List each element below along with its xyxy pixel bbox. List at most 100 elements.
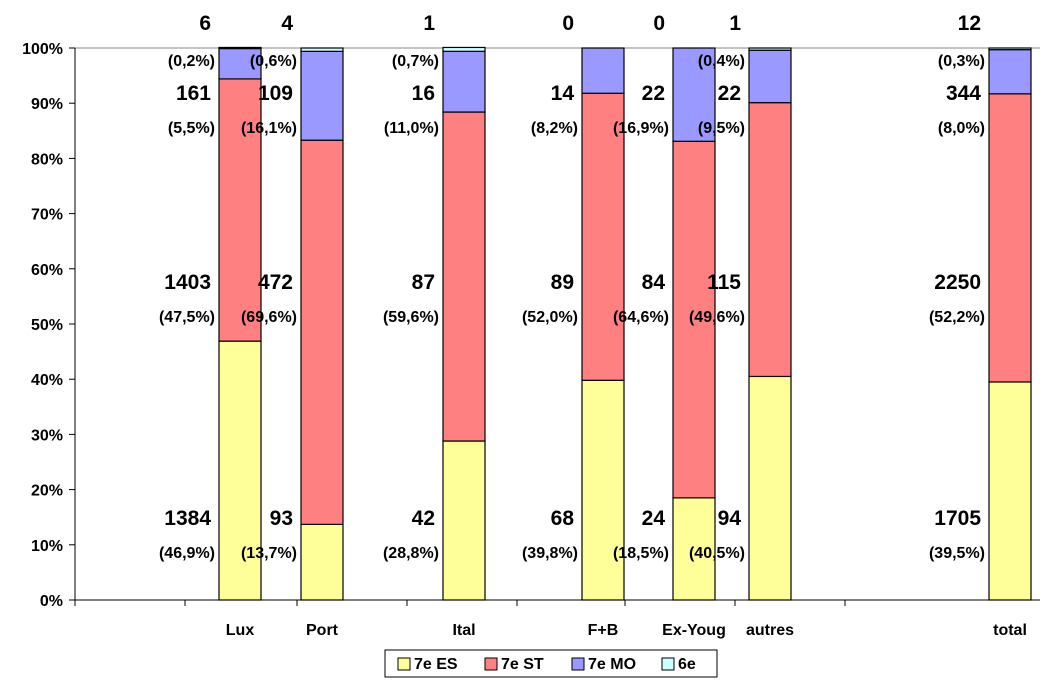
bar-segment xyxy=(748,47,792,51)
count-label: 84 xyxy=(642,271,666,294)
percent-label: (18,5%) xyxy=(613,545,669,562)
data-labels: 1384(46,9%)1403(47,5%)161(5,5%)6(0,2%)93… xyxy=(159,12,985,562)
percent-label: (40,5%) xyxy=(689,545,745,562)
bar-segment xyxy=(581,379,625,601)
bar-segment xyxy=(442,440,486,601)
legend: 7e ES 7e ST 7e MO 6e xyxy=(384,649,718,678)
legend-label: 6e xyxy=(678,656,696,673)
y-tick-label: 30% xyxy=(31,427,63,444)
bar-segment xyxy=(218,340,262,601)
bar-segment xyxy=(300,139,344,525)
count-label: 24 xyxy=(642,507,666,530)
legend-label: 7e ES xyxy=(414,656,458,673)
x-category-label: Lux xyxy=(226,622,255,639)
y-tick-label: 100% xyxy=(22,41,63,58)
bar-segment xyxy=(672,140,716,499)
bar-segment xyxy=(218,78,262,342)
percent-label: (39,5%) xyxy=(929,545,985,562)
percent-label: (13,7%) xyxy=(241,545,297,562)
x-category-label: Ex-Youg xyxy=(662,622,726,639)
y-tick-label: 0% xyxy=(40,593,63,610)
count-label: 68 xyxy=(551,507,575,530)
y-tick-label: 10% xyxy=(31,538,63,555)
count-label: 115 xyxy=(707,271,741,294)
percent-label: (64,6%) xyxy=(613,309,669,326)
percent-label: (52,0%) xyxy=(522,309,578,326)
legend-swatch xyxy=(571,657,585,671)
bar-segment xyxy=(300,47,344,52)
count-label: 1 xyxy=(729,12,741,35)
y-tick-label: 20% xyxy=(31,483,63,500)
bar-segment xyxy=(748,375,792,601)
bar-segment xyxy=(672,497,716,601)
percent-label: (0,7%) xyxy=(392,53,439,70)
legend-swatch xyxy=(397,657,411,671)
percent-label: (8,0%) xyxy=(938,120,985,137)
percent-label: (39,8%) xyxy=(522,545,578,562)
count-label: 42 xyxy=(412,507,435,530)
x-category-label: total xyxy=(993,622,1027,639)
count-label: 161 xyxy=(176,82,211,105)
percent-label: (49,6%) xyxy=(689,309,745,326)
bar-segment xyxy=(988,47,1032,51)
percent-label: (46,9%) xyxy=(159,545,215,562)
count-label: 1403 xyxy=(164,271,211,294)
x-category-label: Port xyxy=(306,622,339,639)
y-tick-label: 80% xyxy=(31,151,63,168)
bar-segment xyxy=(300,50,344,141)
count-label: 0 xyxy=(653,12,665,35)
count-label: 93 xyxy=(270,507,293,530)
bar-segment xyxy=(218,46,262,50)
percent-label: (8,2%) xyxy=(531,120,578,137)
percent-label: (0,3%) xyxy=(938,53,985,70)
bar-segment xyxy=(442,111,486,442)
bar-segment xyxy=(748,102,792,378)
count-label: 1 xyxy=(423,12,435,35)
count-label: 14 xyxy=(551,82,575,105)
percent-label: (16,1%) xyxy=(241,120,297,137)
x-category-label: Ital xyxy=(452,622,475,639)
percent-label: (16,9%) xyxy=(613,120,669,137)
count-label: 89 xyxy=(551,271,574,294)
percent-label: (47,5%) xyxy=(159,309,215,326)
bar-segment xyxy=(988,49,1032,95)
bar-segment xyxy=(442,46,486,52)
x-category-label: autres xyxy=(746,622,794,639)
count-label: 2250 xyxy=(934,271,981,294)
axes: 0% 10% 20% 30% 40% 50% 60% 70% 80% 90% 100% Lux Port… xyxy=(22,41,1040,639)
bar-segment xyxy=(988,93,1032,383)
y-tick-label: 40% xyxy=(31,372,63,389)
count-label: 344 xyxy=(946,82,981,105)
y-tick-label: 70% xyxy=(31,207,63,224)
bar-segment xyxy=(581,47,625,94)
count-label: 4 xyxy=(281,12,293,35)
percent-label: (9,5%) xyxy=(698,120,745,137)
percent-label: (69,6%) xyxy=(241,309,297,326)
bar-segment xyxy=(988,381,1032,601)
percent-label: (0,6%) xyxy=(250,53,297,70)
count-label: 472 xyxy=(258,271,293,294)
percent-label: (52,2%) xyxy=(929,309,985,326)
y-tick-label: 50% xyxy=(31,317,63,334)
count-label: 22 xyxy=(718,82,741,105)
legend-label: 7e MO xyxy=(588,656,636,673)
count-label: 1384 xyxy=(164,507,211,530)
y-tick-label: 60% xyxy=(31,262,63,279)
percent-label: (0,4%) xyxy=(698,53,745,70)
percent-label: (28,8%) xyxy=(383,545,439,562)
legend-swatch xyxy=(661,657,675,671)
bar-segment xyxy=(218,47,262,80)
percent-label: (59,6%) xyxy=(383,309,439,326)
bar-segment xyxy=(748,49,792,104)
count-label: 94 xyxy=(718,507,742,530)
percent-label: (11,0%) xyxy=(384,120,439,137)
bar-segment xyxy=(442,50,486,113)
legend-label: 7e ST xyxy=(501,656,544,673)
y-tick-label: 90% xyxy=(31,96,63,113)
percent-label: (5,5%) xyxy=(168,120,215,137)
legend-swatch xyxy=(484,657,498,671)
bar-segment xyxy=(300,523,344,601)
count-label: 0 xyxy=(562,12,574,35)
